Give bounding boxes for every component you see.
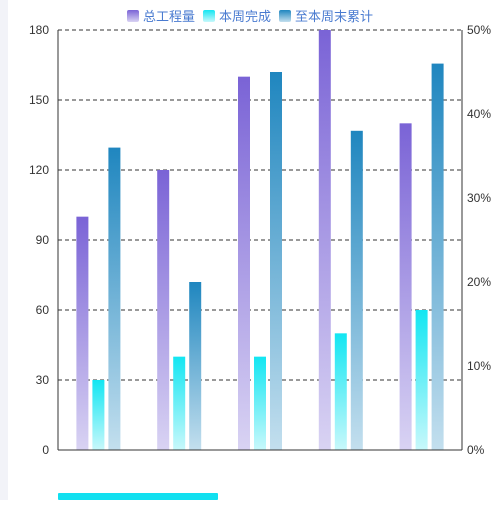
left-axis-tick-label: 90 — [36, 233, 50, 247]
left-axis-tick-label: 30 — [36, 373, 50, 387]
left-edge-strip — [0, 0, 8, 500]
bar-cumulative[interactable] — [270, 72, 282, 450]
right-axis-tick-label: 0% — [467, 443, 485, 457]
data-zoom-scrollbar[interactable] — [58, 493, 218, 500]
bar-weekly[interactable] — [254, 356, 266, 450]
legend-item[interactable]: 总工程量 — [127, 9, 195, 24]
legend-item[interactable]: 本周完成 — [203, 9, 271, 24]
legend-label: 总工程量 — [143, 9, 195, 24]
left-axis-tick-label: 0 — [42, 443, 49, 457]
legend[interactable]: 总工程量 本周完成 至本周末累计 — [127, 9, 373, 24]
left-axis-tick-label: 120 — [29, 163, 49, 177]
bar-weekly[interactable] — [415, 310, 428, 450]
right-axis-tick-label: 10% — [467, 359, 491, 373]
right-axis-tick-label: 20% — [467, 275, 491, 289]
legend-item[interactable]: 至本周末累计 — [279, 9, 373, 24]
bar-total[interactable] — [157, 170, 170, 450]
bar-cumulative[interactable] — [189, 282, 202, 450]
bar-cumulative[interactable] — [431, 63, 444, 450]
left-axis-tick-label: 150 — [29, 93, 49, 107]
right-axis-tick-label: 40% — [467, 107, 491, 121]
legend-label: 至本周末累计 — [295, 9, 373, 24]
right-axis-tick-label: 30% — [467, 191, 491, 205]
grid-lines — [58, 29, 462, 381]
bar-cumulative[interactable] — [350, 130, 363, 451]
legend-swatch — [127, 10, 139, 22]
bar-total[interactable] — [399, 123, 412, 450]
bar-total[interactable] — [318, 30, 331, 450]
legend-label: 本周完成 — [219, 9, 271, 24]
bar-weekly[interactable] — [334, 333, 347, 450]
legend-swatch — [279, 10, 291, 22]
legend-swatch — [203, 10, 215, 22]
left-axis-tick-label: 180 — [29, 23, 49, 37]
bar-total[interactable] — [238, 76, 250, 451]
bar-total[interactable] — [76, 216, 89, 450]
bar-cumulative[interactable] — [108, 147, 121, 450]
axes: 0 30 60 90 120 150 180 0% 10% 20% 30% 40% 50% — [29, 23, 491, 457]
bar-weekly[interactable] — [173, 356, 186, 450]
left-axis-tick-label: 60 — [36, 303, 50, 317]
bars — [76, 30, 444, 451]
right-axis-tick-label: 50% — [467, 23, 491, 37]
bar-weekly[interactable] — [92, 380, 105, 450]
